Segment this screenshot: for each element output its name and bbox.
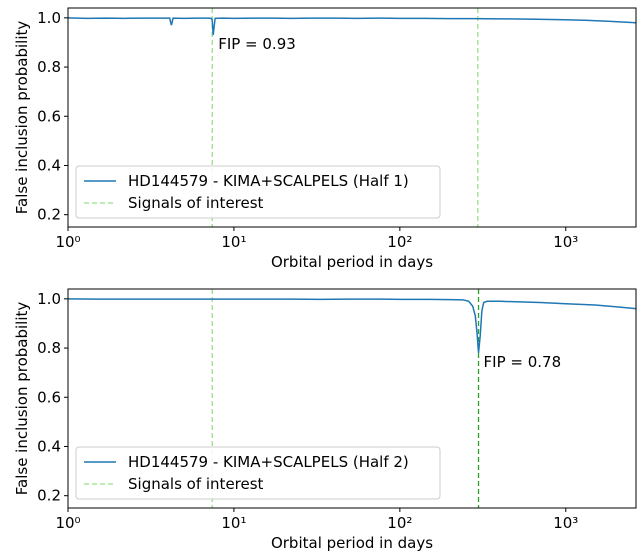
y-tick-label: 0.8 <box>37 339 61 357</box>
x-tick-label: 10¹ <box>221 233 246 251</box>
legend-box <box>75 165 441 219</box>
y-tick-label: 1.0 <box>37 290 61 308</box>
y-tick-label: 0.4 <box>37 437 61 455</box>
annotation: FIP = 0.93 <box>218 35 296 53</box>
x-axis-label: Orbital period in days <box>271 534 433 552</box>
legend-label: Signals of interest <box>128 475 264 493</box>
x-tick-label: 10⁰ <box>55 514 80 532</box>
x-tick-label: 10³ <box>553 233 578 251</box>
series-line <box>67 298 637 354</box>
y-axis-label: False inclusion probability <box>13 21 31 215</box>
plot-frame <box>67 288 637 509</box>
x-tick-label: 10² <box>387 233 412 251</box>
y-axis-label: False inclusion probability <box>13 302 31 496</box>
y-tick-label: 0.2 <box>37 487 61 505</box>
y-tick-label: 0.6 <box>37 388 61 406</box>
legend-box <box>75 446 441 500</box>
legend-label: Signals of interest <box>128 194 264 212</box>
legend-label: HD144579 - KIMA+SCALPELS (Half 1) <box>128 172 409 190</box>
x-tick-label: 10¹ <box>221 514 246 532</box>
x-tick-label: 10³ <box>553 514 578 532</box>
annotation: FIP = 0.78 <box>484 353 562 371</box>
legend-label: HD144579 - KIMA+SCALPELS (Half 2) <box>128 453 409 471</box>
y-tick-label: 1.0 <box>37 9 61 27</box>
series-line <box>67 17 637 36</box>
y-tick-label: 0.8 <box>37 58 61 76</box>
x-tick-label: 10² <box>387 514 412 532</box>
x-axis-label: Orbital period in days <box>271 253 433 271</box>
y-tick-label: 0.2 <box>37 206 61 224</box>
y-tick-label: 0.6 <box>37 107 61 125</box>
plot-frame <box>67 7 637 228</box>
y-tick-label: 0.4 <box>37 156 61 174</box>
x-tick-label: 10⁰ <box>55 233 80 251</box>
